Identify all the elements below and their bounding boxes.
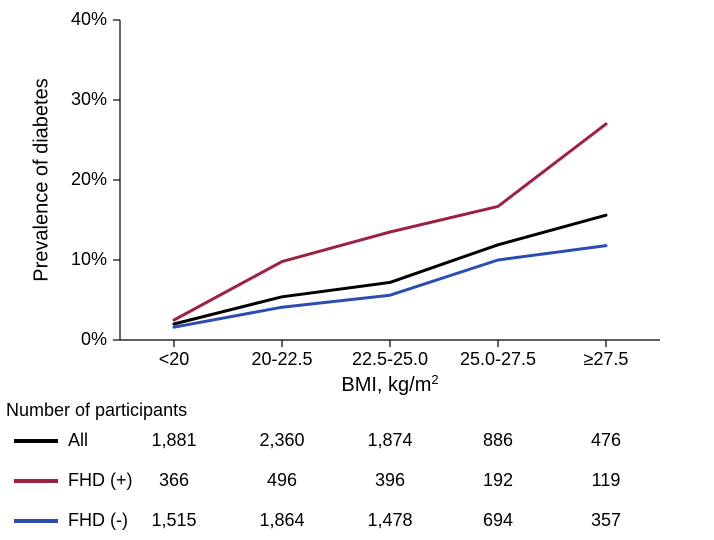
table-cell: 357 [591,510,621,530]
x-tick-label: 20-22.5 [251,349,312,369]
table-cell: 1,515 [151,510,196,530]
y-axis-title: Prevalence of diabetes [30,78,52,281]
legend-label: FHD (-) [68,510,128,530]
figure-container: 0% 10% 20% 30% 40% Prevalence of diabetes <20 2… [0,0,714,540]
table-cell: 1,874 [367,430,412,450]
table-cell: 396 [375,470,405,490]
x-axis-title: BMI, kg/m2 [341,372,438,397]
legend-label: All [68,430,88,450]
y-tick-label: 10% [71,249,107,269]
y-tick-label: 40% [71,9,107,29]
x-tick-label: ≥27.5 [584,349,629,369]
table-cell: 496 [267,470,297,490]
x-tick-label: 22.5-25.0 [352,349,428,369]
table-cell: 366 [159,470,189,490]
table-cell: 1,881 [151,430,196,450]
y-tick-label: 0% [81,329,107,349]
table-cell: 2,360 [259,430,304,450]
table-cell: 119 [592,470,621,490]
y-tick-label: 20% [71,169,107,189]
table-cell: 192 [483,470,513,490]
table-cell: 694 [483,510,513,530]
table-cell: 476 [591,430,621,450]
x-tick-label: 25.0-27.5 [460,349,536,369]
series-line-fhd- [174,124,606,320]
y-tick-label: 30% [71,89,107,109]
table-cell: 886 [483,430,513,450]
participants-heading: Number of participants [6,400,187,420]
table-cell: 1,864 [259,510,304,530]
table-cell: 1,478 [367,510,412,530]
legend-label: FHD (+) [68,470,133,490]
chart-svg: 0% 10% 20% 30% 40% Prevalence of diabetes <20 2… [0,0,714,540]
x-tick-label: <20 [159,349,190,369]
